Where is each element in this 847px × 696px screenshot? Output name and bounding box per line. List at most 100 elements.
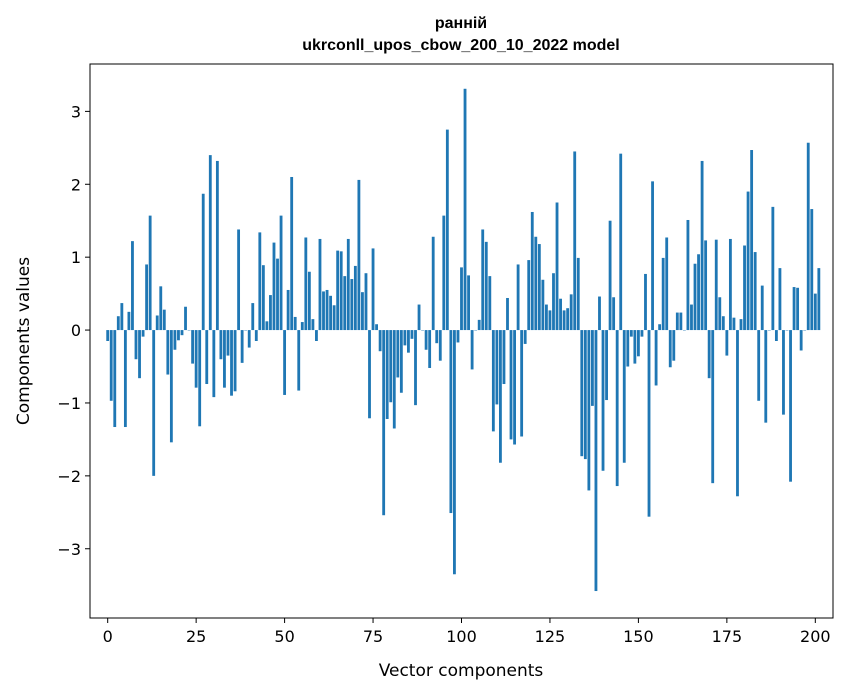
bar — [672, 330, 676, 361]
y-tick-label: 2 — [71, 175, 81, 194]
bar — [633, 330, 637, 364]
bar — [537, 244, 541, 331]
bar — [566, 308, 570, 331]
bar — [636, 330, 640, 357]
bar — [208, 155, 212, 331]
bar — [230, 330, 233, 396]
bar — [728, 238, 732, 331]
bar — [456, 330, 460, 343]
bar — [799, 330, 803, 351]
bar — [261, 265, 265, 331]
bar — [297, 330, 301, 391]
bar — [166, 330, 170, 375]
bar — [704, 240, 708, 331]
bar — [226, 330, 230, 356]
bar — [732, 317, 736, 331]
bar — [484, 241, 488, 331]
y-tick-label: −2 — [57, 467, 81, 486]
bar — [495, 330, 499, 405]
bar — [283, 330, 287, 395]
bar — [276, 258, 279, 331]
bar — [760, 285, 764, 331]
bar — [346, 238, 350, 331]
bar — [467, 275, 470, 331]
bar — [470, 330, 474, 370]
bar — [449, 330, 453, 514]
bar — [477, 319, 481, 331]
bar — [743, 245, 746, 331]
x-tick-label: 0 — [103, 627, 113, 646]
plot-frame — [89, 63, 834, 619]
bar — [608, 220, 612, 331]
bar — [300, 322, 304, 331]
bar — [686, 219, 690, 331]
y-tick-label: 3 — [71, 102, 81, 121]
chart-subtitle: ukrconll_upos_cbow_200_10_2022 model — [302, 37, 619, 54]
bar — [711, 330, 715, 484]
bar — [254, 330, 258, 341]
bar — [311, 319, 315, 331]
bar — [580, 330, 584, 457]
bar — [778, 268, 782, 331]
bar — [272, 242, 276, 331]
bar — [223, 330, 226, 388]
bar — [258, 232, 262, 331]
bar — [290, 176, 294, 331]
bar — [353, 265, 357, 331]
bar — [431, 236, 435, 331]
bar — [598, 296, 601, 331]
y-tick-label: 1 — [71, 248, 81, 267]
bar — [375, 324, 378, 331]
bar — [173, 330, 177, 350]
bars-layer — [106, 88, 821, 592]
bar — [594, 330, 598, 592]
bar — [516, 264, 520, 331]
bar — [417, 304, 421, 331]
bar — [169, 330, 173, 443]
bar — [661, 257, 665, 331]
bar — [555, 202, 559, 331]
bar — [410, 330, 414, 339]
bar — [240, 330, 244, 363]
bar — [205, 330, 209, 385]
bar — [194, 330, 198, 388]
bar — [559, 298, 562, 331]
bar — [233, 330, 237, 392]
bar — [622, 330, 626, 463]
bar — [424, 330, 428, 350]
bar — [265, 321, 269, 331]
bar — [590, 330, 594, 406]
x-tick-label: 125 — [535, 627, 566, 646]
bar — [382, 330, 386, 516]
bar — [123, 330, 127, 428]
bar — [654, 330, 658, 386]
bar — [198, 330, 202, 427]
bar — [534, 236, 538, 331]
bar — [460, 267, 463, 331]
bar — [520, 330, 524, 437]
bar — [120, 303, 124, 331]
bar — [399, 330, 403, 393]
bar — [690, 304, 693, 331]
bar — [647, 330, 651, 517]
bar — [378, 330, 382, 352]
bar — [771, 206, 775, 331]
bar — [364, 273, 368, 331]
bar — [562, 310, 566, 331]
bar — [541, 279, 545, 331]
bar — [159, 286, 163, 331]
bar — [145, 264, 149, 331]
bar — [488, 276, 492, 331]
bar — [212, 330, 216, 398]
bar — [215, 160, 219, 331]
bar — [527, 260, 531, 331]
bar — [583, 330, 587, 460]
bar — [668, 330, 672, 368]
bar — [318, 238, 322, 331]
bar — [322, 291, 325, 331]
bar — [502, 330, 506, 385]
bar — [675, 312, 679, 331]
bar — [329, 295, 333, 331]
bar — [509, 330, 513, 440]
bar — [513, 330, 516, 445]
